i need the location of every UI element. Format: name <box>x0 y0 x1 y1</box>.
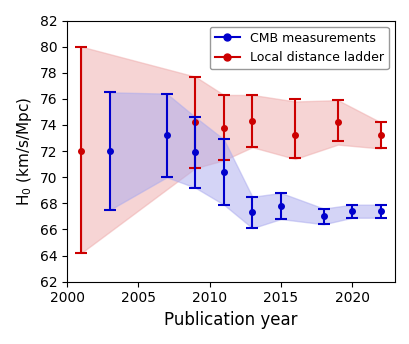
Legend: CMB measurements, Local distance ladder: CMB measurements, Local distance ladder <box>209 27 388 69</box>
X-axis label: Publication year: Publication year <box>164 311 297 329</box>
Y-axis label: H$_0$ (km/s/Mpc): H$_0$ (km/s/Mpc) <box>15 96 34 206</box>
